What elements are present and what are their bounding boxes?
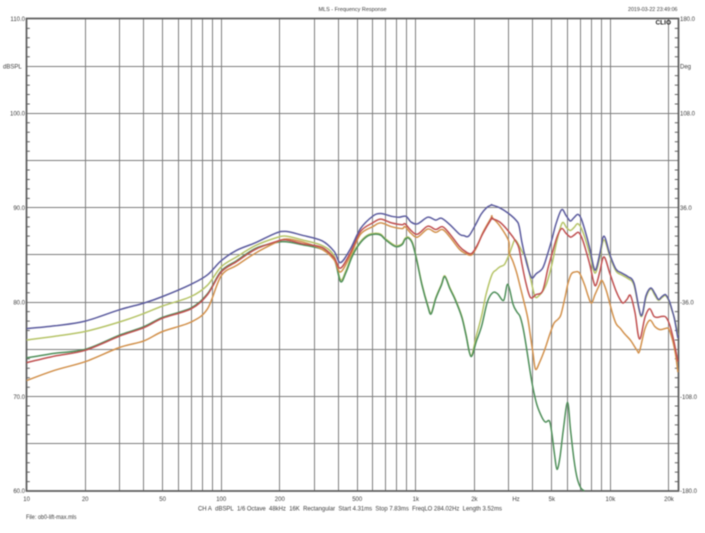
svg-text:60.0: 60.0 bbox=[13, 489, 25, 495]
svg-text:50: 50 bbox=[159, 497, 166, 503]
svg-text:-36.0: -36.0 bbox=[680, 300, 694, 306]
svg-text:2019-03-22 23:49:06: 2019-03-22 23:49:06 bbox=[628, 7, 678, 13]
svg-text:180.0: 180.0 bbox=[680, 17, 696, 23]
svg-text:CH A dBSPL 1/6 Octave 48kHz: CH A dBSPL 1/6 Octave 48kHz 16K Rectangu… bbox=[198, 507, 502, 513]
svg-text:1k: 1k bbox=[413, 497, 420, 503]
svg-text:20: 20 bbox=[82, 497, 89, 503]
svg-text:Deg: Deg bbox=[680, 64, 691, 70]
svg-text:CLIO: CLIO bbox=[655, 20, 671, 27]
svg-text:80.0: 80.0 bbox=[13, 300, 25, 306]
svg-text:200: 200 bbox=[275, 497, 286, 503]
svg-text:90.0: 90.0 bbox=[13, 206, 25, 212]
svg-text:100: 100 bbox=[216, 497, 227, 503]
svg-text:-108.0: -108.0 bbox=[680, 395, 698, 401]
svg-text:500: 500 bbox=[352, 497, 363, 503]
svg-text:110.0: 110.0 bbox=[10, 17, 25, 23]
svg-text:-180.0: -180.0 bbox=[680, 489, 698, 495]
svg-text:100.0: 100.0 bbox=[10, 112, 26, 118]
svg-text:10: 10 bbox=[23, 497, 30, 503]
svg-text:10k: 10k bbox=[606, 497, 617, 503]
svg-text:MLS - Frequency Response: MLS - Frequency Response bbox=[319, 7, 387, 13]
svg-text:2k: 2k bbox=[471, 497, 478, 503]
svg-text:70.0: 70.0 bbox=[13, 395, 25, 401]
svg-text:108.0: 108.0 bbox=[680, 112, 696, 118]
svg-text:Hz: Hz bbox=[512, 497, 519, 503]
svg-text:5k: 5k bbox=[549, 497, 556, 503]
svg-text:File: ob0-lift-max.mls: File: ob0-lift-max.mls bbox=[26, 515, 77, 521]
svg-text:20k: 20k bbox=[664, 497, 675, 503]
svg-text:36.0: 36.0 bbox=[680, 206, 692, 212]
svg-text:dBSPL: dBSPL bbox=[3, 64, 22, 70]
